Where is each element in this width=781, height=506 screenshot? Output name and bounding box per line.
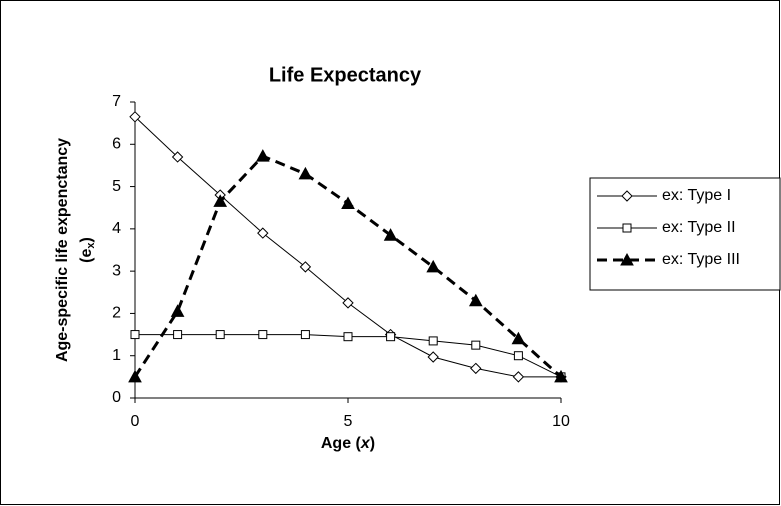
legend-box (589, 177, 781, 291)
y-label-text: (e (78, 249, 95, 263)
y-tick-label: 3 (112, 262, 121, 279)
point (341, 196, 355, 209)
point (257, 227, 269, 239)
x-tick-label: 0 (131, 413, 140, 430)
x-label-var: x (360, 435, 371, 452)
legend-marker (620, 252, 634, 266)
point (428, 336, 438, 346)
point (343, 332, 353, 342)
x-tick-label: 10 (552, 413, 570, 430)
y-label-line: (ex) (78, 237, 97, 263)
point (128, 369, 142, 383)
point (129, 111, 141, 123)
legend-label: ex: Type II (662, 219, 736, 236)
legend-label: ex: Type III (662, 251, 740, 268)
point (468, 293, 483, 307)
point (512, 371, 525, 383)
point (215, 330, 225, 340)
x-label-text: Age ( (321, 435, 362, 452)
y-label-sub: x (85, 242, 97, 249)
point (386, 332, 396, 342)
point (300, 330, 310, 340)
y-tick-label: 6 (112, 136, 121, 153)
point (427, 351, 439, 363)
y-tick-label: 0 (112, 389, 121, 406)
x-axis-label: Age (x) (321, 435, 375, 452)
point (554, 369, 568, 383)
point (171, 151, 184, 163)
chart-title: Life Expectancy (269, 64, 422, 86)
x-tick-label: 5 (344, 413, 353, 430)
point (130, 330, 140, 340)
point (471, 340, 481, 350)
legend-marker (621, 190, 633, 202)
y-tick-label: 1 (112, 347, 121, 364)
point (213, 194, 228, 207)
point (513, 351, 523, 361)
y-label-text: ) (78, 237, 95, 242)
point (258, 330, 268, 340)
point (342, 297, 354, 309)
point (470, 362, 482, 375)
y-axis-label: Age-specific life expenctancy (ex) (54, 138, 97, 362)
y-tick-label: 4 (112, 220, 121, 237)
point (426, 259, 441, 273)
point (173, 330, 183, 340)
point (170, 304, 185, 317)
point (511, 331, 526, 345)
y-tick-label: 7 (112, 93, 121, 110)
point (299, 261, 312, 273)
x-label-text: ) (370, 435, 375, 452)
legend-marker (622, 223, 632, 233)
point (298, 166, 313, 180)
y-label-line: Age-specific life expenctancy (54, 138, 71, 362)
point (255, 149, 270, 162)
point (383, 228, 398, 241)
y-tick-label: 2 (112, 305, 121, 322)
y-tick-label: 5 (112, 178, 121, 195)
legend-label: ex: Type I (662, 187, 731, 204)
